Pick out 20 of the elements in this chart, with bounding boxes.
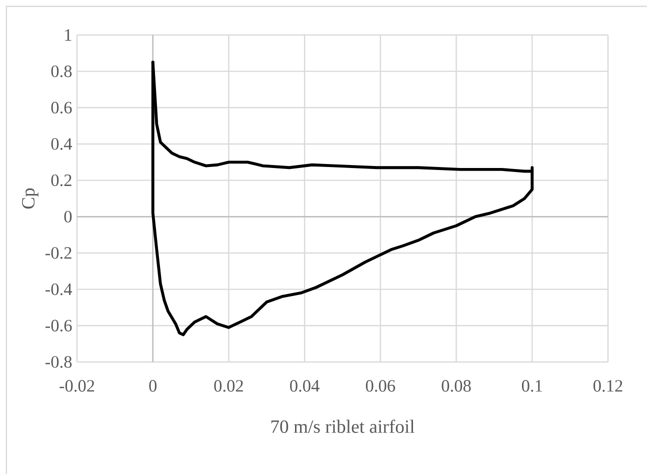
y-tick-label: 0.2 [51,174,72,186]
y-tick-label: 0.6 [51,102,72,114]
y-tick-label: 0.8 [51,65,72,78]
x-tick-label: 0.12 [593,380,622,392]
y-axis-title: Cp [22,188,38,209]
y-tick-label: -0.2 [46,247,72,259]
x-tick-label: 0.02 [214,380,243,392]
x-tick-label: 0.08 [442,380,471,392]
y-tick-label: -0.4 [46,283,72,296]
y-tick-label: 1 [65,29,72,41]
x-tick-label: 0.06 [366,380,396,392]
y-tick-label: -0.6 [46,320,72,332]
y-tick-label: 0 [64,210,72,223]
x-axis-title: 70 m/s riblet airfoil [271,420,414,433]
x-tick-label: 0.04 [290,380,320,392]
x-tick-label: 0 [149,380,157,392]
x-tick-label: -0.02 [60,380,94,392]
x-tick-label: 0.1 [522,380,542,392]
y-tick-label: 0.4 [51,138,72,150]
y-tick-label: -0.8 [46,356,72,368]
